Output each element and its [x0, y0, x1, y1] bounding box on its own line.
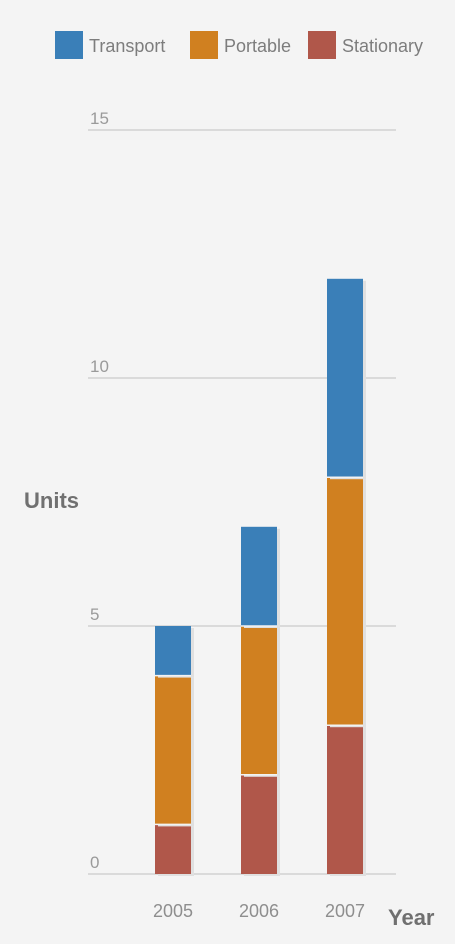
x-tick-label: 2005	[153, 901, 193, 921]
bar-portable-2005	[155, 675, 191, 825]
bar-stationary-2005	[155, 824, 191, 874]
legend-label: Transport	[89, 36, 165, 56]
bar-stationary-2006	[241, 774, 277, 874]
x-tick-label: 2007	[325, 901, 365, 921]
bar-portable-2007	[327, 477, 363, 726]
legend-item-transport: Transport	[55, 31, 165, 59]
legend: Transport Portable Stationary	[55, 31, 423, 59]
y-tick-label: 0	[90, 853, 99, 872]
bars	[155, 278, 366, 876]
legend-item-stationary: Stationary	[308, 31, 423, 59]
x-tick-labels: 2005 2006 2007	[153, 901, 365, 921]
legend-item-portable: Portable	[190, 31, 291, 59]
y-axis-label: Units	[24, 488, 79, 513]
x-tick-label: 2006	[239, 901, 279, 921]
bar-stationary-2007	[327, 725, 363, 874]
x-axis-label: Year	[388, 905, 435, 930]
legend-swatch	[190, 31, 218, 59]
y-tick-label: 10	[90, 357, 109, 376]
legend-label: Stationary	[342, 36, 423, 56]
bar-transport-2006	[241, 526, 277, 626]
legend-label: Portable	[224, 36, 291, 56]
legend-swatch	[55, 31, 83, 59]
y-tick-label: 15	[90, 109, 109, 128]
legend-swatch	[308, 31, 336, 59]
y-tick-label: 5	[90, 605, 99, 624]
bar-transport-2005	[155, 626, 191, 676]
bar-transport-2007	[327, 278, 363, 478]
y-tick-labels: 0 5 10 15	[90, 109, 109, 872]
bar-portable-2006	[241, 626, 277, 775]
